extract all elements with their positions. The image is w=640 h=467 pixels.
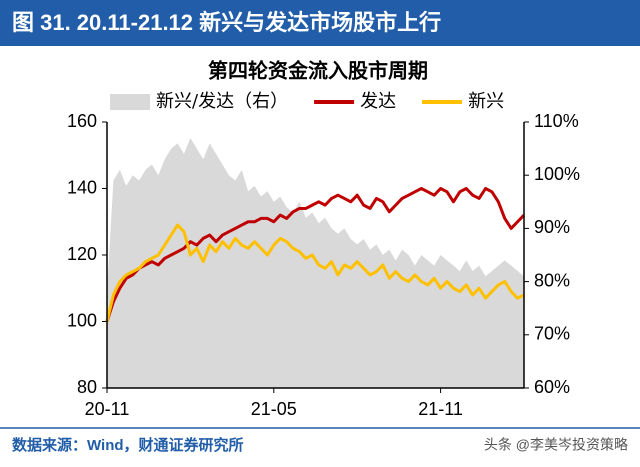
line [105, 223, 525, 322]
area [107, 137, 524, 388]
x-tick-label: 21-05 [251, 399, 297, 419]
chart-title: 第四轮资金流入股市周期 [208, 59, 428, 83]
y2-tick-label: 70% [534, 324, 570, 344]
legend-swatch [110, 94, 150, 110]
y2-tick-label: 90% [534, 217, 570, 237]
y2-tick-label: 110% [534, 111, 579, 131]
y-tick-label: 140 [67, 177, 97, 197]
y2-tick-label: 80% [534, 270, 570, 290]
y-tick-label: 160 [67, 111, 97, 131]
source-note: 数据来源：Wind，财通证券研究所 [12, 436, 244, 454]
y-tick-label: 120 [67, 244, 97, 264]
y-tick-label: 100 [67, 310, 97, 330]
y2-tick-label: 60% [534, 377, 570, 397]
x-tick-label: 20-11 [85, 399, 130, 419]
header-banner [0, 0, 640, 46]
y2-tick-label: 100% [534, 164, 580, 184]
y-tick-label: 80 [77, 377, 97, 397]
x-tick-label: 21-11 [418, 399, 463, 419]
legend-label: 新兴 [468, 91, 504, 112]
legend-label: 新兴/发达（右） [156, 91, 288, 112]
watermark: 头条 @李美岑投资策略 [484, 437, 628, 453]
line [105, 187, 526, 322]
header-title: 图 31. 20.11-21.12 新兴与发达市场股市上行 [12, 10, 441, 35]
plot: 80 100 120 140 160 60% 70% 80% 90% 100% 110% 20-11 2… [67, 91, 580, 419]
legend-label: 发达 [360, 91, 396, 112]
